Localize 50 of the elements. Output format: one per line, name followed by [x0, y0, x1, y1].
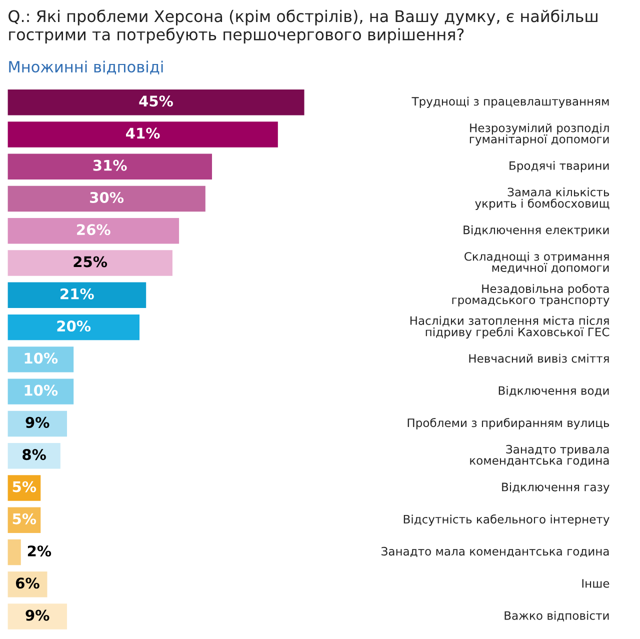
y-tick-label: Незрозумілий розподіл гуманітарної допомоги	[470, 123, 609, 146]
data-label: 5%	[12, 481, 36, 492]
bar	[8, 539, 21, 566]
y-tick-label: Важко відповісти	[504, 610, 609, 622]
y-tick-label: Незадовільна робота громадського транспорту	[452, 284, 610, 306]
bar	[8, 218, 180, 244]
y-tick-label: Проблеми з прибиранням вулиць	[408, 418, 610, 430]
data-label: 6%	[16, 578, 40, 589]
bar	[8, 282, 146, 308]
y-tick-label: Інше	[582, 579, 610, 588]
y-tick-label: Відключення води	[498, 386, 609, 396]
y-tick-label: Бродячі тварини	[510, 161, 609, 172]
bar	[8, 122, 278, 148]
data-label: 9%	[26, 416, 50, 428]
data-label: 45%	[139, 96, 173, 107]
bar	[8, 186, 206, 212]
bar	[8, 378, 74, 404]
data-label: 9%	[26, 610, 50, 621]
y-tick-label: Наслідки затоплення міста після підриву греблі Каховської ГЕС	[410, 316, 610, 339]
data-label: 2%	[28, 545, 52, 556]
bar	[8, 346, 74, 372]
data-label: 25%	[74, 256, 108, 268]
y-tick-label: Замала кількість укрить і бомбосховищ	[475, 187, 610, 210]
chart-title: Q.: Які проблеми Херсона (крім обстрілів), на Вашу думку, є найбільш гострими та потребують першочергового вирішення?	[8, 10, 598, 44]
bar	[8, 89, 304, 116]
y-tick-label: Складнощі з отримання медичної допомоги	[464, 252, 609, 274]
y-tick-label: Відключення газу	[502, 482, 610, 494]
data-label: 10%	[24, 384, 58, 396]
bar	[8, 314, 140, 340]
y-tick-label: Занадто тривала комендантська година	[470, 444, 609, 466]
chart-subtitle: Множинні відповіді	[9, 60, 163, 74]
y-tick-label: Відключення електрики	[464, 225, 609, 236]
bar	[8, 250, 172, 276]
data-label: 41%	[126, 128, 160, 139]
bar	[8, 442, 60, 469]
bar	[8, 604, 67, 630]
y-tick-label: Занадто мала комендантська година	[382, 546, 609, 558]
data-label: 30%	[90, 192, 124, 203]
bar	[8, 410, 67, 437]
data-label: 26%	[77, 224, 110, 236]
y-tick-label: Відсутність кабельного інтернету	[404, 514, 610, 526]
y-tick-label: Труднощі з працевлаштуванням	[412, 96, 609, 108]
data-label: 21%	[60, 288, 94, 300]
bar	[8, 154, 212, 180]
data-label: 8%	[22, 449, 46, 460]
data-label: 31%	[93, 160, 127, 171]
data-label: 20%	[57, 320, 91, 332]
data-label: 5%	[12, 513, 36, 524]
y-tick-label: Невчасний вивіз сміття	[469, 354, 609, 363]
data-label: 10%	[24, 352, 58, 364]
